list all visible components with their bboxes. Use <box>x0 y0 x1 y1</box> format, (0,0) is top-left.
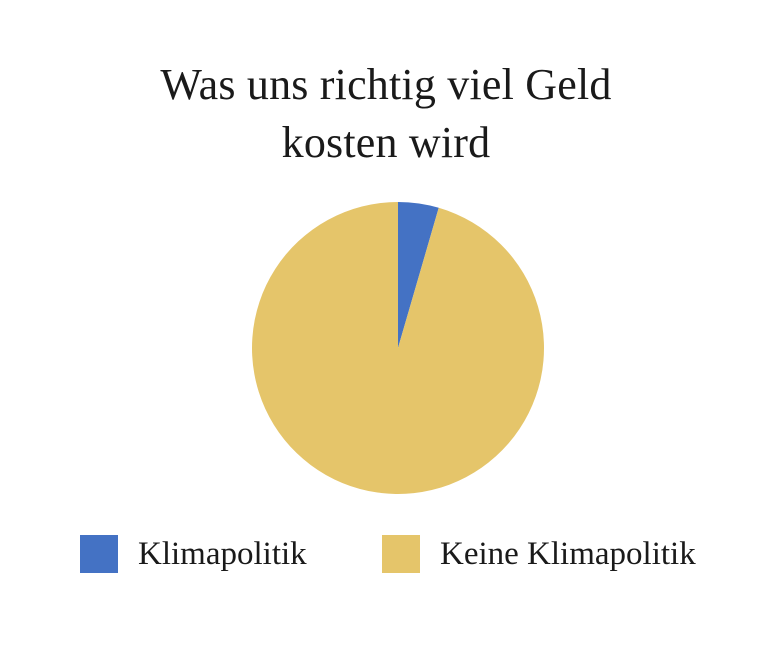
chart-title: Was uns richtig viel Geld kosten wird <box>0 56 772 172</box>
legend-swatch-klimapolitik <box>80 535 118 573</box>
legend-swatch-keine-klimapolitik <box>382 535 420 573</box>
pie-slice-keine-klimapolitik <box>251 202 544 494</box>
chart-title-line-2: kosten wird <box>281 118 491 167</box>
legend-label-klimapolitik: Klimapolitik <box>138 536 307 572</box>
legend-item-klimapolitik: Klimapolitik <box>80 532 307 576</box>
legend: Klimapolitik Keine Klimapolitik <box>0 532 772 576</box>
legend-label-keine-klimapolitik: Keine Klimapolitik <box>440 536 696 572</box>
pie-slice-klimapolitik <box>398 202 439 348</box>
pie-slices <box>251 202 544 494</box>
chart-title-line-1: Was uns richtig viel Geld <box>160 60 612 109</box>
legend-item-keine-klimapolitik: Keine Klimapolitik <box>382 532 696 576</box>
